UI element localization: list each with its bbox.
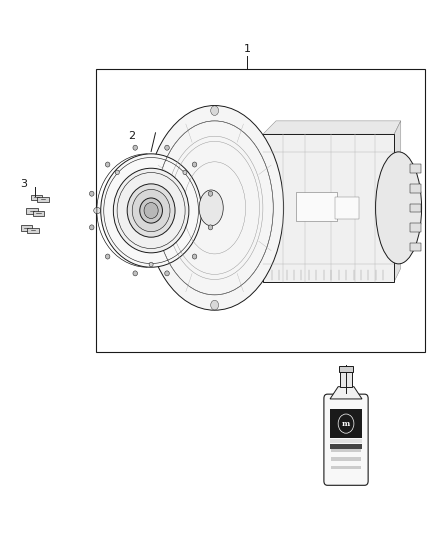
Ellipse shape (192, 254, 197, 259)
Polygon shape (330, 387, 362, 399)
Polygon shape (394, 121, 401, 281)
Bar (330, 444, 363, 449)
Ellipse shape (89, 225, 94, 230)
Bar (330, 439, 363, 443)
Ellipse shape (133, 145, 138, 150)
Ellipse shape (140, 198, 162, 223)
Ellipse shape (94, 207, 101, 214)
Ellipse shape (113, 168, 189, 253)
Bar (330, 409, 363, 438)
Bar (296, 192, 337, 221)
Ellipse shape (208, 225, 213, 230)
Bar (410, 223, 421, 232)
Bar (410, 243, 421, 252)
Bar (410, 164, 421, 173)
Ellipse shape (133, 271, 138, 276)
Ellipse shape (101, 154, 201, 267)
Text: 3: 3 (21, 179, 28, 189)
Bar (27, 228, 39, 233)
Ellipse shape (192, 162, 197, 167)
Text: 4: 4 (343, 382, 350, 391)
Bar (339, 367, 353, 372)
Bar (410, 184, 421, 192)
Circle shape (211, 106, 219, 116)
FancyBboxPatch shape (324, 394, 368, 485)
Circle shape (211, 300, 219, 310)
Circle shape (338, 414, 354, 433)
Ellipse shape (165, 145, 169, 150)
Text: m: m (342, 419, 350, 427)
Bar (340, 372, 352, 387)
Ellipse shape (208, 191, 213, 196)
Bar (21, 225, 32, 231)
Bar (37, 197, 49, 202)
Ellipse shape (199, 190, 223, 226)
Bar (331, 449, 361, 452)
Ellipse shape (115, 170, 119, 175)
Bar (331, 457, 361, 461)
Bar (31, 195, 42, 200)
Bar (26, 208, 38, 214)
Ellipse shape (144, 203, 158, 219)
Bar (335, 197, 359, 219)
Ellipse shape (146, 106, 283, 310)
Text: 1: 1 (244, 44, 251, 54)
Bar (331, 466, 361, 470)
Ellipse shape (127, 184, 175, 237)
Ellipse shape (165, 271, 169, 276)
Ellipse shape (106, 254, 110, 259)
Bar (263, 134, 394, 281)
Polygon shape (263, 121, 401, 134)
Bar (410, 204, 421, 212)
Ellipse shape (132, 189, 170, 232)
Ellipse shape (375, 152, 422, 264)
Ellipse shape (106, 162, 110, 167)
Bar (33, 211, 44, 216)
Ellipse shape (149, 262, 153, 266)
Ellipse shape (89, 191, 94, 196)
Ellipse shape (201, 207, 208, 214)
Text: 2: 2 (128, 131, 135, 141)
Ellipse shape (183, 170, 187, 175)
Bar (96, 69, 425, 352)
